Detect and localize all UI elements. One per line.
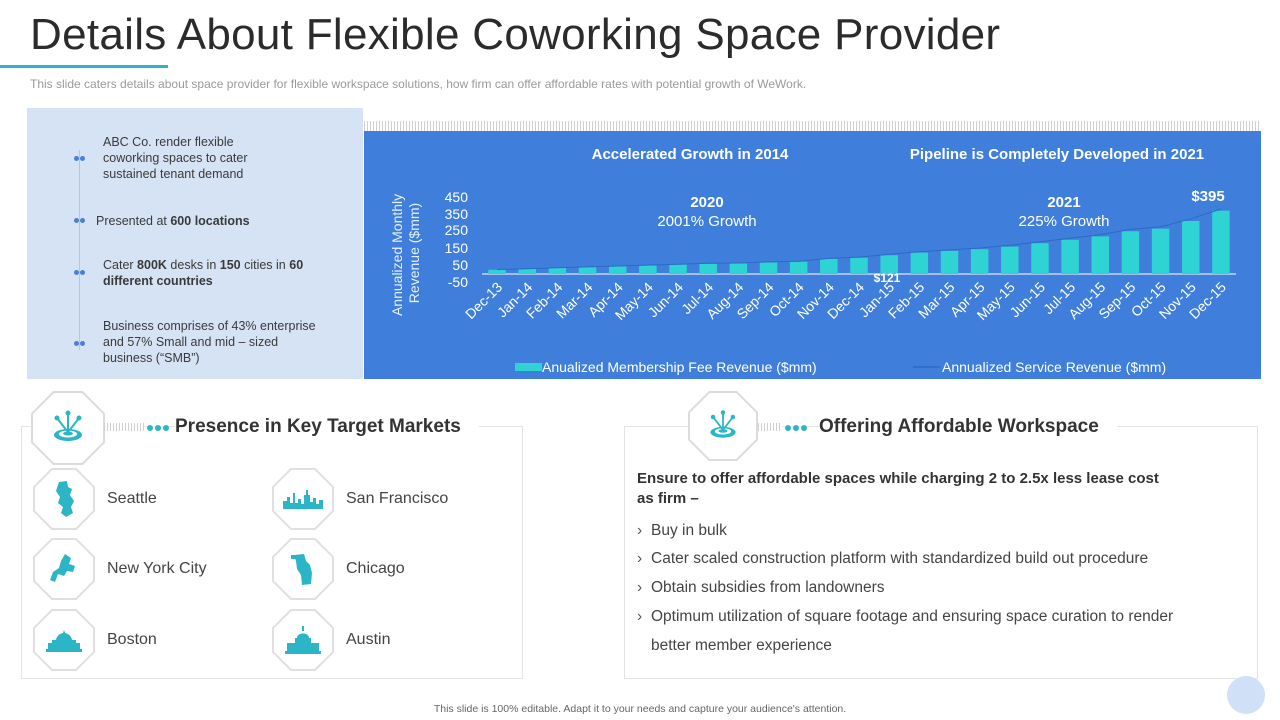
bar-membership: [639, 265, 657, 274]
legend-swatch-membership: [515, 363, 542, 371]
afford-bullet: › Buy in bulk: [637, 516, 727, 545]
afford-bullet: › Optimum utilization of square footage a…: [637, 602, 1217, 660]
page-title: Details About Flexible Coworking Space P…: [30, 10, 1001, 59]
afford-title: Offering Affordable Workspace: [819, 416, 1117, 438]
y-tick-label: 250: [445, 222, 469, 238]
bar-membership: [1001, 246, 1019, 274]
revenue-chart: Accelerated Growth in 2014 Pipeline is C…: [364, 131, 1261, 379]
chart-header-left: Accelerated Growth in 2014: [592, 146, 789, 163]
chart-ylabel: Annualized Monthly Revenue ($mm): [389, 190, 422, 316]
afford-card: [624, 426, 1258, 679]
y-tick-label: -50: [448, 274, 468, 290]
bar-membership: [850, 257, 868, 274]
info-item-2: Presented at 600 locations: [96, 214, 250, 228]
markets-title-dots: [147, 425, 169, 431]
afford-title-dots: [785, 425, 807, 431]
legend-label-service: Annualized Service Revenue ($mm): [942, 359, 1166, 375]
y-tick-label: 150: [445, 240, 469, 256]
footer-note: This slide is 100% editable. Adapt it to…: [433, 703, 847, 715]
bar-membership: [548, 268, 567, 274]
capitol-icon: [33, 609, 95, 671]
info-timeline: [79, 150, 80, 350]
city-san-francisco: San Francisco: [346, 490, 449, 507]
bar-membership: [880, 255, 898, 274]
chicago-map-icon: [272, 538, 334, 600]
afford-badge: [688, 391, 758, 461]
afford-headline: Ensure to offer affordable spaces while …: [637, 470, 1159, 507]
chevron-right-icon: ›: [637, 550, 643, 567]
bar-membership: [789, 261, 808, 274]
y-tick-label: 50: [452, 257, 468, 273]
bar-membership: [820, 258, 838, 274]
city-chicago: Chicago: [346, 560, 405, 577]
info-panel: [27, 108, 363, 379]
annotation-2020-growth: 2001% Growth: [657, 213, 756, 230]
bar-membership: [1031, 243, 1049, 274]
target-icon: [54, 410, 82, 441]
legend-label-membership: Anualized Membership Fee Revenue ($mm): [542, 359, 817, 375]
info-bullet-dot: [74, 270, 85, 275]
y-tick-label: 450: [445, 189, 469, 205]
x-tick-label: Jun-14: [645, 279, 687, 321]
chevron-right-icon: ›: [637, 579, 643, 596]
nyc-map-icon: [33, 538, 95, 600]
annotation-peak: $395: [1191, 188, 1224, 205]
annotation-2020-year: 2020: [690, 194, 723, 211]
markets-title: Presence in Key Target Markets: [175, 416, 479, 438]
annotation-low: $121: [874, 271, 901, 285]
markets-badge: [31, 391, 105, 465]
corner-decoration: [1227, 676, 1265, 714]
afford-bullet: › Cater scaled construction platform with…: [637, 544, 1148, 573]
chevron-right-icon: ›: [637, 608, 643, 625]
city-new-york: New York City: [107, 560, 207, 577]
bar-membership: [608, 266, 627, 274]
page-subtitle: This slide caters details about space pr…: [30, 77, 807, 91]
bar-membership: [699, 263, 717, 274]
bar-membership: [940, 250, 959, 274]
capitol-dome-icon: [272, 609, 334, 671]
bar-membership: [578, 267, 597, 274]
info-item-1: ABC Co. render flexible coworking spaces…: [103, 135, 248, 181]
bar-membership: [1182, 220, 1200, 274]
bar-membership: [1061, 239, 1079, 274]
service-revenue-line: [497, 208, 1222, 271]
info-bullet-dot: [74, 218, 85, 223]
city-seattle: Seattle: [107, 490, 157, 507]
bar-membership: [1212, 210, 1230, 274]
city-austin: Austin: [346, 631, 391, 648]
annotation-2021-year: 2021: [1047, 194, 1080, 211]
bar-membership: [729, 263, 748, 274]
chevron-right-icon: ›: [637, 522, 643, 539]
afford-title-stripe: [758, 423, 782, 431]
bar-membership: [1121, 231, 1140, 274]
bar-membership: [669, 264, 687, 274]
bar-membership: [970, 249, 989, 274]
x-tick-label: Jun-15: [1006, 279, 1048, 321]
chart-top-stripe: [364, 121, 1261, 131]
city-boston: Boston: [107, 631, 157, 648]
chart-header-right: Pipeline is Completely Developed in 2021: [910, 146, 1204, 163]
revenue-chart-svg: Accelerated Growth in 2014 Pipeline is C…: [389, 146, 1236, 375]
bar-membership: [488, 269, 506, 274]
skyline-icon: [272, 468, 334, 530]
chart-ylabel-line1: Annualized Monthly: [389, 194, 405, 316]
seattle-map-icon: [33, 468, 95, 530]
info-item-3: Cater 800K desks in 150 cities in 60 dif…: [103, 258, 304, 288]
bar-membership: [518, 268, 536, 274]
annotation-2021-growth: 225% Growth: [1019, 213, 1110, 230]
chart-ylabel-line2: Revenue ($mm): [406, 203, 422, 303]
bar-membership: [1091, 236, 1110, 274]
afford-bullet: › Obtain subsidies from landowners: [637, 573, 884, 602]
title-underline: [0, 65, 168, 68]
y-tick-label: 350: [445, 206, 469, 222]
info-bullet-dot: [74, 341, 85, 346]
bar-membership: [910, 252, 929, 274]
markets-title-stripe: [104, 423, 144, 431]
bar-membership: [759, 262, 778, 274]
info-item-4: Business comprises of 43% enterprise and…: [103, 319, 316, 365]
target-icon: [710, 410, 736, 438]
bar-membership: [1151, 228, 1170, 274]
info-bullet-dot: [74, 156, 85, 161]
